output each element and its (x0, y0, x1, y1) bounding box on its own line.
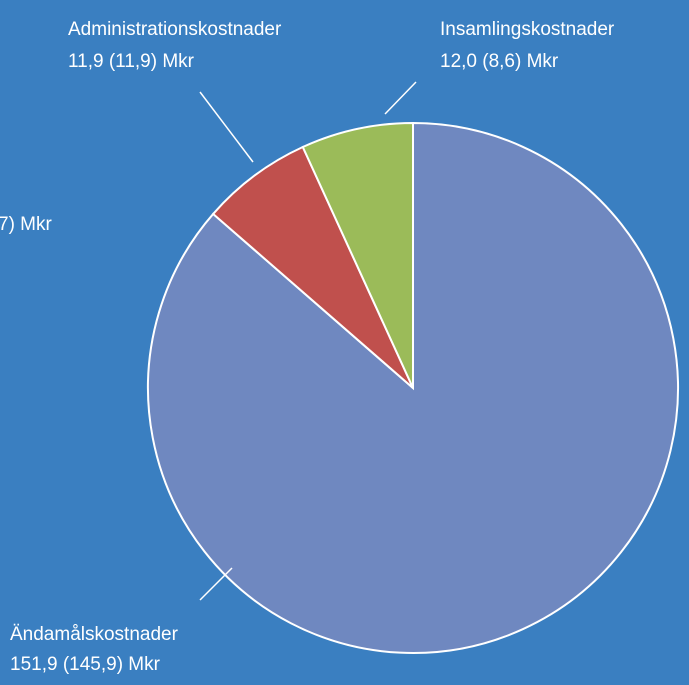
pie-slice (211, 145, 414, 389)
leader-line (199, 567, 233, 601)
slice-value-label: 11,9 (11,9) Mkr (68, 51, 195, 72)
leader-line (384, 81, 417, 115)
annotation: 7) Mkr (0, 214, 53, 235)
slice-label: Insamlingskostnader (440, 19, 615, 40)
slice-label: Ändamålskostnader (10, 624, 179, 645)
slice-label: Administrationskostnader (68, 19, 282, 40)
slice-value-label: 151,9 (145,9) Mkr (10, 654, 161, 675)
slice-value-label: 12,0 (8,6) Mkr (440, 51, 559, 72)
leader-line (199, 91, 254, 163)
pie-slice (301, 121, 414, 389)
